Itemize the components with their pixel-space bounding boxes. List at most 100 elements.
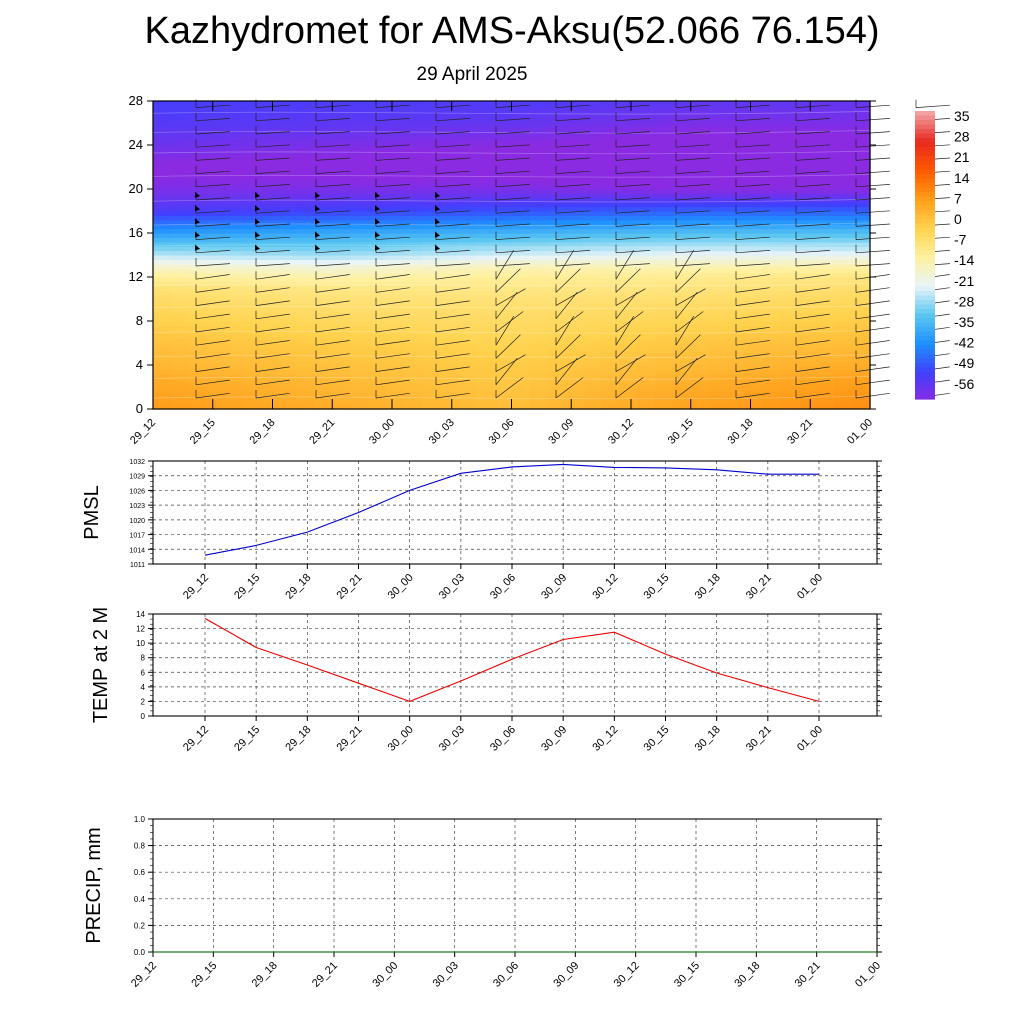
heatmap-cell bbox=[296, 118, 315, 124]
heatmap-cell bbox=[798, 303, 817, 309]
heatmap-cell bbox=[762, 206, 781, 212]
heatmap-cell bbox=[798, 127, 817, 133]
heatmap-cell bbox=[565, 131, 584, 137]
heatmap-cell bbox=[816, 105, 835, 111]
wind-barb bbox=[555, 334, 581, 359]
wind-barb bbox=[435, 118, 470, 122]
heatmap-cell bbox=[475, 356, 495, 362]
heatmap-cell bbox=[511, 123, 530, 128]
heatmap-cell bbox=[368, 140, 387, 146]
heatmap-cell bbox=[511, 237, 530, 243]
wind-barb bbox=[195, 379, 230, 386]
heatmap-cell bbox=[708, 351, 728, 357]
heatmap-cell bbox=[368, 211, 387, 216]
heatmap-cell bbox=[296, 255, 315, 260]
heatmap-cell bbox=[708, 197, 728, 203]
heatmap-cell bbox=[188, 136, 208, 142]
heatmap-cell bbox=[153, 329, 172, 335]
heatmap-cell bbox=[726, 118, 746, 124]
heatmap-cell bbox=[296, 237, 315, 243]
heatmap-cell bbox=[619, 347, 638, 353]
heatmap-cell bbox=[332, 241, 351, 247]
heatmap-cell bbox=[403, 378, 423, 384]
heatmap-cell bbox=[708, 259, 728, 265]
heatmap-cell bbox=[314, 321, 333, 326]
heatmap-cell bbox=[511, 175, 530, 181]
heatmap-cell bbox=[475, 153, 495, 159]
heatmap-cell bbox=[762, 334, 781, 340]
heatmap-cell bbox=[403, 338, 423, 344]
heatmap-cell bbox=[260, 303, 280, 309]
heatmap-cell bbox=[457, 162, 477, 168]
heatmap-cell bbox=[260, 175, 280, 181]
heatmap-cell bbox=[314, 118, 333, 124]
heatmap-cell bbox=[457, 246, 477, 252]
heatmap-cell bbox=[403, 277, 423, 282]
heatmap-cell bbox=[493, 215, 513, 221]
heatmap-cell bbox=[457, 118, 477, 124]
heatmap-cell bbox=[368, 356, 387, 362]
heatmap-cell bbox=[762, 382, 781, 388]
heatmap-cell bbox=[654, 211, 674, 216]
heatmap-cell bbox=[637, 224, 656, 230]
heatmap-cell bbox=[332, 131, 351, 137]
heatmap-cell bbox=[153, 246, 172, 252]
heatmap-cell bbox=[672, 184, 692, 190]
heatmap-cell bbox=[726, 307, 746, 313]
heatmap-cell bbox=[834, 263, 853, 269]
wind-barb bbox=[375, 236, 410, 240]
heatmap-cell bbox=[368, 312, 387, 318]
heatmap-cell bbox=[368, 162, 387, 168]
heatmap-cell bbox=[601, 171, 620, 177]
heatmap-cell bbox=[278, 347, 297, 353]
heatmap-cell bbox=[314, 219, 333, 225]
heatmap-cell bbox=[278, 294, 297, 300]
heatmap-cell bbox=[780, 387, 799, 392]
heatmap-cell bbox=[708, 378, 728, 384]
heatmap-cell bbox=[188, 325, 208, 331]
heatmap-cell bbox=[386, 193, 405, 199]
heatmap-cell bbox=[672, 153, 692, 159]
heatmap-cell bbox=[314, 404, 333, 410]
heatmap-cell bbox=[565, 149, 584, 155]
wind-barb bbox=[255, 326, 290, 333]
heatmap-cell bbox=[386, 343, 405, 348]
heatmap-cell bbox=[511, 228, 530, 234]
heatmap-cell bbox=[744, 197, 763, 203]
heatmap-cell bbox=[547, 365, 566, 370]
heatmap-cell bbox=[511, 294, 530, 300]
heatmap-cell bbox=[798, 347, 817, 353]
heatmap-cell bbox=[350, 228, 369, 234]
heatmap-cell bbox=[690, 219, 710, 225]
colorbar-label: -42 bbox=[954, 335, 974, 351]
heatmap-cell bbox=[350, 387, 369, 392]
wind-barb bbox=[855, 157, 890, 161]
heatmap-cell bbox=[744, 202, 763, 208]
heatmap-cell bbox=[708, 153, 728, 159]
heatmap-cell bbox=[475, 378, 495, 384]
heatmap-cell bbox=[762, 321, 781, 326]
heatmap-cell bbox=[153, 321, 172, 326]
heatmap-cell bbox=[834, 171, 853, 177]
heatmap-cell bbox=[153, 360, 172, 366]
heatmap-cell bbox=[708, 246, 728, 252]
pmsl-xtick-label: 29_21 bbox=[335, 572, 365, 602]
heatmap-cell bbox=[475, 149, 495, 155]
heatmap-cell bbox=[368, 184, 387, 190]
heatmap-cell bbox=[457, 233, 477, 238]
heatmap-cell bbox=[153, 158, 172, 164]
heatmap-cell bbox=[224, 391, 244, 397]
heatmap-cell bbox=[780, 312, 799, 318]
wind-barb bbox=[795, 287, 830, 293]
heatmap-cell bbox=[852, 131, 871, 137]
heatmap-cell bbox=[744, 263, 763, 269]
heatmap-cell bbox=[153, 307, 172, 313]
heatmap-cell bbox=[529, 321, 548, 326]
heatmap-cell bbox=[170, 347, 190, 353]
heatmap-cell bbox=[260, 373, 280, 379]
wind-barb bbox=[795, 340, 830, 346]
wind-barb bbox=[435, 236, 470, 240]
colorbar-segment bbox=[915, 246, 935, 252]
heatmap-cell bbox=[278, 241, 297, 247]
heatmap-cell bbox=[565, 259, 584, 265]
